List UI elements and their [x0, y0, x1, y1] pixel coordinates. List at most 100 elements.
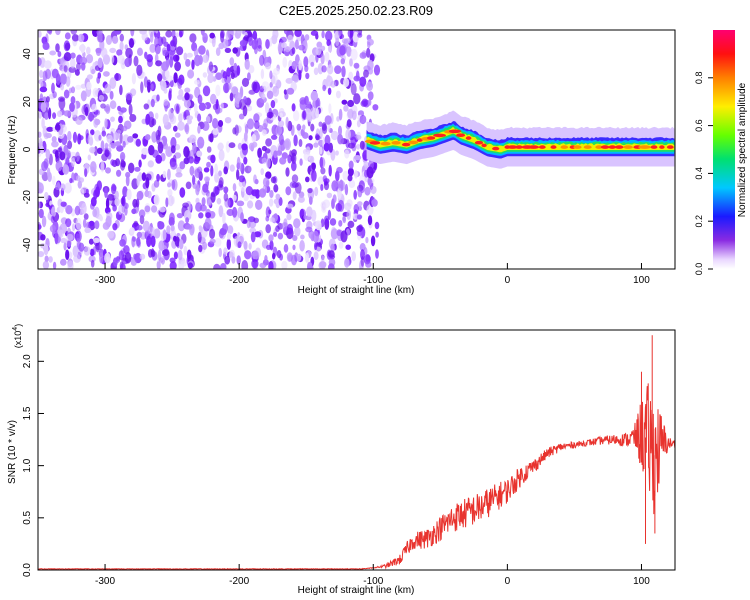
noise-blob — [286, 87, 295, 95]
snr-y-multiplier: (x104) — [12, 324, 23, 348]
noise-blob — [167, 195, 174, 207]
noise-blob — [45, 132, 52, 139]
noise-blob — [48, 256, 53, 263]
noise-blob — [232, 194, 237, 201]
noise-blob — [304, 108, 312, 121]
noise-blob — [337, 30, 342, 37]
noise-blob — [307, 188, 313, 194]
noise-blob — [269, 240, 274, 251]
noise-blob — [92, 208, 98, 218]
noise-blob — [150, 235, 156, 248]
noise-blob — [266, 157, 271, 169]
noise-blob — [222, 212, 226, 224]
noise-blob — [347, 108, 354, 119]
noise-blob — [105, 104, 111, 114]
noise-blob — [185, 224, 193, 230]
noise-blob — [214, 163, 219, 175]
noise-blob — [208, 199, 212, 205]
noise-blob — [70, 58, 76, 69]
noise-blob — [162, 170, 167, 179]
noise-blob — [218, 170, 222, 177]
noise-blob — [319, 156, 324, 169]
signal-hotspot — [573, 145, 582, 149]
noise-blob — [294, 226, 301, 237]
noise-blob — [251, 189, 259, 197]
noise-blob — [346, 209, 352, 220]
noise-blob — [228, 142, 236, 149]
noise-blob — [49, 50, 57, 56]
noise-blob — [85, 188, 89, 195]
signal-hotspot — [659, 145, 665, 149]
noise-blob — [215, 99, 219, 110]
noise-blob — [360, 256, 365, 267]
noise-blob — [75, 116, 83, 125]
noise-blob — [268, 198, 274, 207]
noise-blob — [261, 93, 266, 100]
noise-blob — [120, 197, 125, 205]
noise-blob — [58, 96, 66, 102]
noise-blob — [328, 142, 333, 153]
noise-blob — [257, 37, 262, 49]
noise-blob — [150, 31, 154, 43]
noise-blob — [86, 81, 92, 91]
noise-blob — [184, 124, 189, 133]
noise-blob — [240, 212, 244, 222]
noise-blob — [265, 206, 271, 218]
noise-blob — [198, 212, 204, 219]
noise-blob — [218, 149, 225, 161]
noise-blob — [281, 260, 288, 269]
noise-blob — [314, 242, 318, 251]
noise-blob — [232, 206, 238, 218]
noise-blob — [344, 149, 350, 159]
noise-blob — [272, 252, 276, 260]
noise-blob — [193, 103, 198, 113]
noise-blob — [220, 102, 224, 110]
noise-blob — [141, 172, 147, 182]
noise-blob — [166, 43, 171, 52]
noise-blob — [366, 204, 374, 216]
noise-blob — [136, 175, 140, 187]
noise-blob — [253, 120, 260, 130]
noise-blob — [93, 189, 98, 200]
noise-blob — [328, 263, 335, 269]
noise-blob — [65, 218, 72, 228]
noise-blob — [51, 82, 55, 94]
noise-blob — [298, 59, 303, 71]
noise-blob — [270, 100, 276, 109]
noise-blob — [42, 70, 48, 82]
noise-blob — [167, 182, 172, 188]
noise-blob — [284, 138, 291, 151]
noise-blob — [157, 73, 163, 82]
noise-blob — [57, 110, 63, 118]
noise-blob — [367, 99, 372, 106]
noise-blob — [118, 115, 123, 124]
noise-blob — [54, 183, 62, 191]
noise-blob — [337, 199, 345, 212]
colorbar-scale — [713, 30, 735, 269]
noise-blob — [247, 166, 252, 172]
noise-blob — [335, 90, 341, 99]
noise-blob — [171, 179, 176, 190]
noise-blob — [167, 168, 171, 181]
noise-blob — [356, 119, 361, 128]
noise-blob — [346, 46, 352, 57]
noise-blob — [109, 100, 117, 110]
noise-blob — [310, 90, 318, 102]
noise-blob — [347, 174, 353, 182]
noise-blob — [226, 238, 231, 250]
noise-blob — [63, 242, 67, 251]
noise-blob — [215, 72, 223, 80]
noise-blob — [327, 87, 332, 96]
noise-blob — [279, 157, 287, 165]
noise-blob — [269, 70, 273, 80]
noise-blob — [75, 233, 80, 241]
noise-blob — [286, 213, 292, 221]
noise-blob — [186, 249, 192, 260]
noise-blob — [88, 111, 93, 122]
noise-blob — [322, 199, 331, 209]
snr-y-multiplier-exponent: 4 — [12, 327, 19, 331]
noise-blob — [52, 175, 56, 186]
signal-hotspot — [608, 145, 617, 149]
snr-line — [38, 383, 675, 570]
noise-blob — [151, 118, 157, 126]
